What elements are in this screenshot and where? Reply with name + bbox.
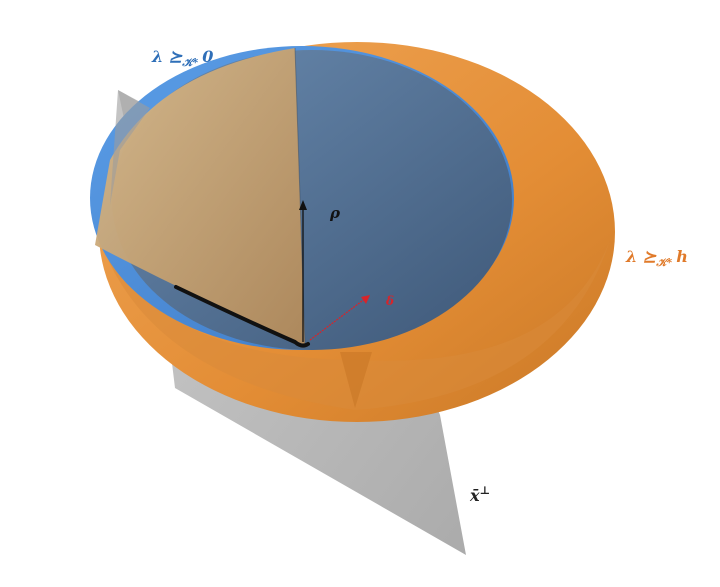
delta-arrow-shaft — [309, 297, 367, 341]
delta-label: δ — [385, 294, 394, 308]
orange-cone-apex-crease — [340, 352, 372, 408]
cone-tan-face — [95, 48, 305, 345]
plane-label: x̄⊥ — [469, 484, 490, 505]
rho-label: ρ — [329, 204, 341, 222]
orthogonal-plane-top — [110, 90, 150, 205]
blue-cone-label: λ ⪰𝒦* 0 — [151, 47, 213, 69]
intersection-curve — [174, 285, 310, 348]
orange-cone-label: λ ⪰𝒦* h — [625, 247, 688, 269]
delta-arrow-head — [361, 295, 370, 304]
rho-arrow-head — [299, 200, 307, 210]
orange-cone-body — [100, 240, 610, 410]
